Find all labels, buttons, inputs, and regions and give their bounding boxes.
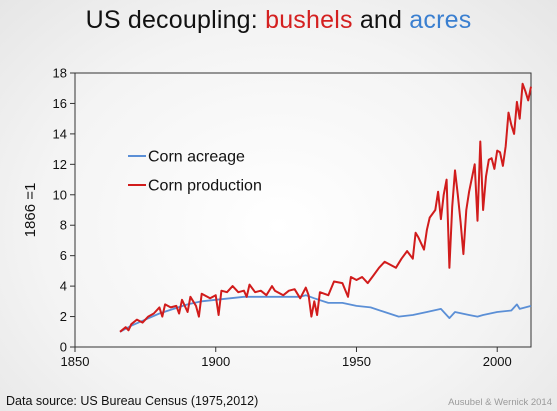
title-part-acres: acres [409, 6, 472, 34]
y-tick-label: 2 [60, 309, 67, 324]
y-tick-label: 6 [60, 248, 67, 263]
x-tick-label: 1900 [201, 354, 230, 369]
chart-title: US decoupling: bushels and acres [0, 6, 557, 35]
y-tick-label: 8 [60, 218, 67, 233]
x-tick-label: 1950 [342, 354, 371, 369]
data-source-note: Data source: US Bureau Census (1975,2012… [6, 394, 259, 408]
title-part-us-decoupling: US decoupling: [85, 6, 266, 34]
plot-frame [74, 72, 532, 348]
y-tick-label: 14 [53, 126, 67, 141]
y-axis-label: 1866 =1 [22, 183, 39, 238]
y-tick-label: 18 [53, 66, 67, 81]
production-line [119, 82, 532, 333]
x-tick-label: 1850 [61, 354, 90, 369]
y-tick-label: 4 [60, 279, 67, 294]
y-tick-label: 10 [53, 187, 67, 202]
author-credit: Ausubel & Wernick 2014 [448, 397, 552, 408]
y-tick-label: 12 [53, 157, 67, 172]
legend-item-production-label: Corn production [148, 178, 262, 195]
y-tick-label: 16 [53, 96, 67, 111]
y-tick-label: 0 [60, 340, 67, 355]
x-tick-label: 2000 [483, 354, 512, 369]
acreage-line [119, 294, 532, 333]
title-part-and: and [352, 6, 410, 34]
legend-item-acreage-label: Corn acreage [148, 149, 245, 166]
title-part-bushels: bushels [265, 6, 353, 34]
